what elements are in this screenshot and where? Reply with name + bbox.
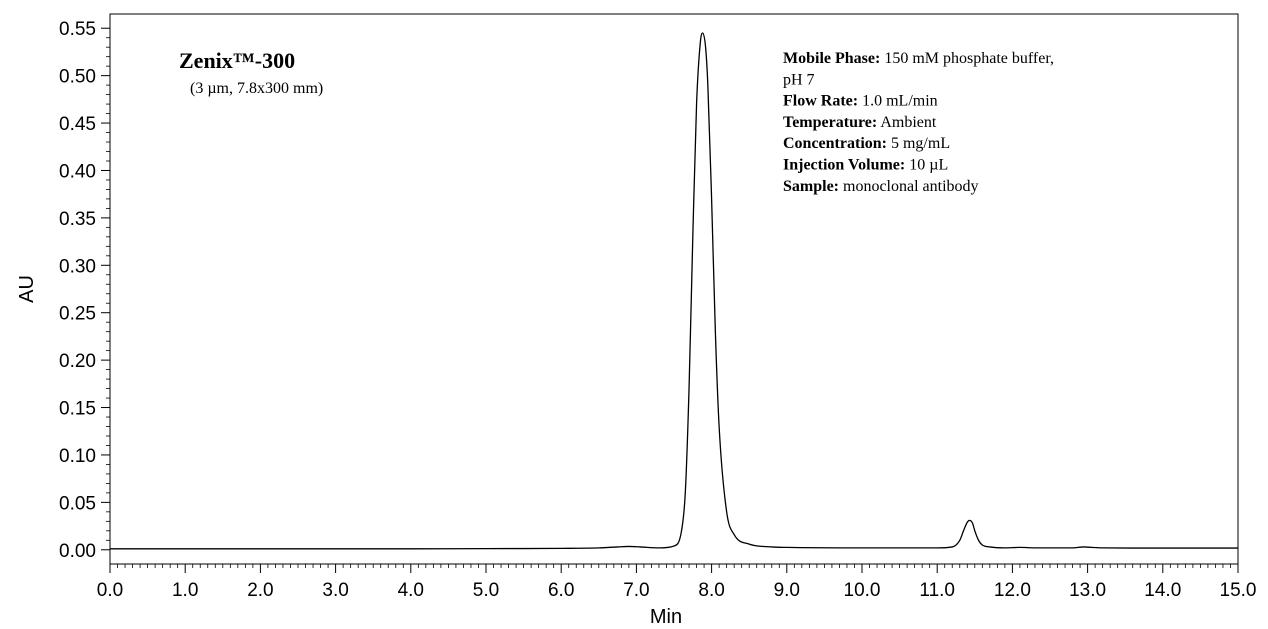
y-tick-label: 0.15 <box>59 399 96 420</box>
condition-line: Flow Rate: 1.0 mL/min <box>783 93 938 110</box>
x-tick-label: 4.0 <box>398 580 424 601</box>
condition-label: Temperature: <box>783 114 877 131</box>
x-tick-label: 3.0 <box>322 580 348 601</box>
x-tick-label: 0.0 <box>97 580 123 601</box>
y-tick-label: 0.30 <box>59 256 96 277</box>
condition-value: monoclonal antibody <box>839 178 979 195</box>
y-tick-label: 0.00 <box>59 541 96 562</box>
y-axis-ticks: 0.00 0.05 0.10 0.15 0.20 0.25 0.30 0.35 0.40 0.45… <box>59 19 110 562</box>
condition-label: Injection Volume: <box>783 157 905 174</box>
y-tick-label: 0.40 <box>59 161 96 182</box>
x-tick-label: 10.0 <box>844 580 881 601</box>
y-tick-label: 0.25 <box>59 304 96 325</box>
condition-value: pH 7 <box>783 71 815 88</box>
x-tick-label: 12.0 <box>994 580 1031 601</box>
x-tick-label: 13.0 <box>1069 580 1106 601</box>
y-tick-label: 0.45 <box>59 114 96 135</box>
x-tick-label: 2.0 <box>247 580 273 601</box>
condition-value: 5 mg/mL <box>887 135 950 152</box>
condition-line: Temperature: Ambient <box>783 114 937 131</box>
y-tick-label: 0.35 <box>59 209 96 230</box>
condition-value: 150 mM phosphate buffer, <box>880 50 1054 67</box>
condition-value: 10 µL <box>905 157 948 174</box>
condition-label: Concentration: <box>783 135 887 152</box>
chart-title: Zenix™-300 <box>179 48 295 73</box>
y-tick-label: 0.05 <box>59 493 96 514</box>
condition-label: Mobile Phase: <box>783 50 880 67</box>
method-conditions: Mobile Phase: 150 mM phosphate buffer, pH… <box>783 50 1054 195</box>
x-tick-label: 9.0 <box>774 580 800 601</box>
x-tick-label: 14.0 <box>1144 580 1181 601</box>
condition-line: Concentration: 5 mg/mL <box>783 135 950 152</box>
condition-line: Sample: monoclonal antibody <box>783 178 979 195</box>
condition-value: 1.0 mL/min <box>858 93 938 110</box>
chart-subtitle: (3 µm, 7.8x300 mm) <box>190 80 323 97</box>
x-tick-label: 7.0 <box>623 580 649 601</box>
y-tick-label: 0.10 <box>59 446 96 467</box>
x-tick-label: 11.0 <box>919 580 955 601</box>
y-tick-label: 0.55 <box>59 19 96 40</box>
x-axis-label: Min <box>650 606 682 628</box>
x-tick-label: 15.0 <box>1220 580 1257 601</box>
condition-label: Flow Rate: <box>783 93 858 110</box>
x-axis-ticks: 0.0 1.0 2.0 3.0 4.0 5.0 6.0 7.0 8.0 9.0 10.0 11.0 12… <box>97 564 1257 601</box>
x-tick-label: 5.0 <box>473 580 499 601</box>
y-minor-ticks <box>106 37 110 541</box>
y-axis-label: AU <box>16 275 38 303</box>
condition-line: Injection Volume: 10 µL <box>783 157 948 174</box>
x-tick-label: 8.0 <box>698 580 724 601</box>
condition-line: Mobile Phase: 150 mM phosphate buffer, <box>783 50 1054 67</box>
condition-value: Ambient <box>877 114 937 131</box>
condition-line: pH 7 <box>783 71 815 88</box>
x-minor-ticks <box>117 564 1231 568</box>
chromatogram-trace <box>110 32 1238 550</box>
y-tick-label: 0.50 <box>59 67 96 88</box>
x-tick-label: 1.0 <box>172 580 198 601</box>
y-tick-label: 0.20 <box>59 351 96 372</box>
condition-label: Sample: <box>783 178 839 195</box>
x-tick-label: 6.0 <box>548 580 574 601</box>
